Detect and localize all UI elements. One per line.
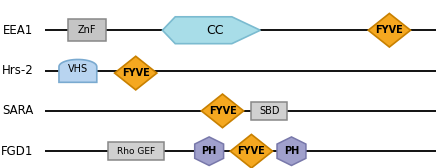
- Polygon shape: [231, 134, 272, 168]
- Text: FYVE: FYVE: [122, 68, 150, 78]
- Text: ZnF: ZnF: [77, 25, 96, 35]
- Polygon shape: [368, 13, 411, 47]
- Text: FGD1: FGD1: [1, 145, 33, 158]
- Text: PH: PH: [202, 146, 217, 156]
- Text: FYVE: FYVE: [238, 146, 265, 156]
- Text: EEA1: EEA1: [3, 24, 33, 37]
- Polygon shape: [115, 56, 157, 90]
- FancyBboxPatch shape: [108, 142, 164, 160]
- Text: VHS: VHS: [68, 65, 88, 74]
- Text: PH: PH: [284, 146, 299, 156]
- Text: SARA: SARA: [2, 104, 33, 117]
- FancyBboxPatch shape: [251, 102, 287, 120]
- Polygon shape: [277, 137, 306, 165]
- Text: SBD: SBD: [259, 106, 279, 116]
- Text: Rho GEF: Rho GEF: [117, 147, 155, 156]
- FancyBboxPatch shape: [68, 19, 106, 41]
- Text: FYVE: FYVE: [209, 106, 236, 116]
- Text: FYVE: FYVE: [376, 25, 403, 35]
- Text: CC: CC: [206, 24, 224, 37]
- Polygon shape: [202, 94, 244, 128]
- Polygon shape: [162, 17, 260, 44]
- Text: Hrs-2: Hrs-2: [2, 64, 33, 77]
- Polygon shape: [195, 137, 223, 165]
- PathPatch shape: [59, 59, 97, 82]
